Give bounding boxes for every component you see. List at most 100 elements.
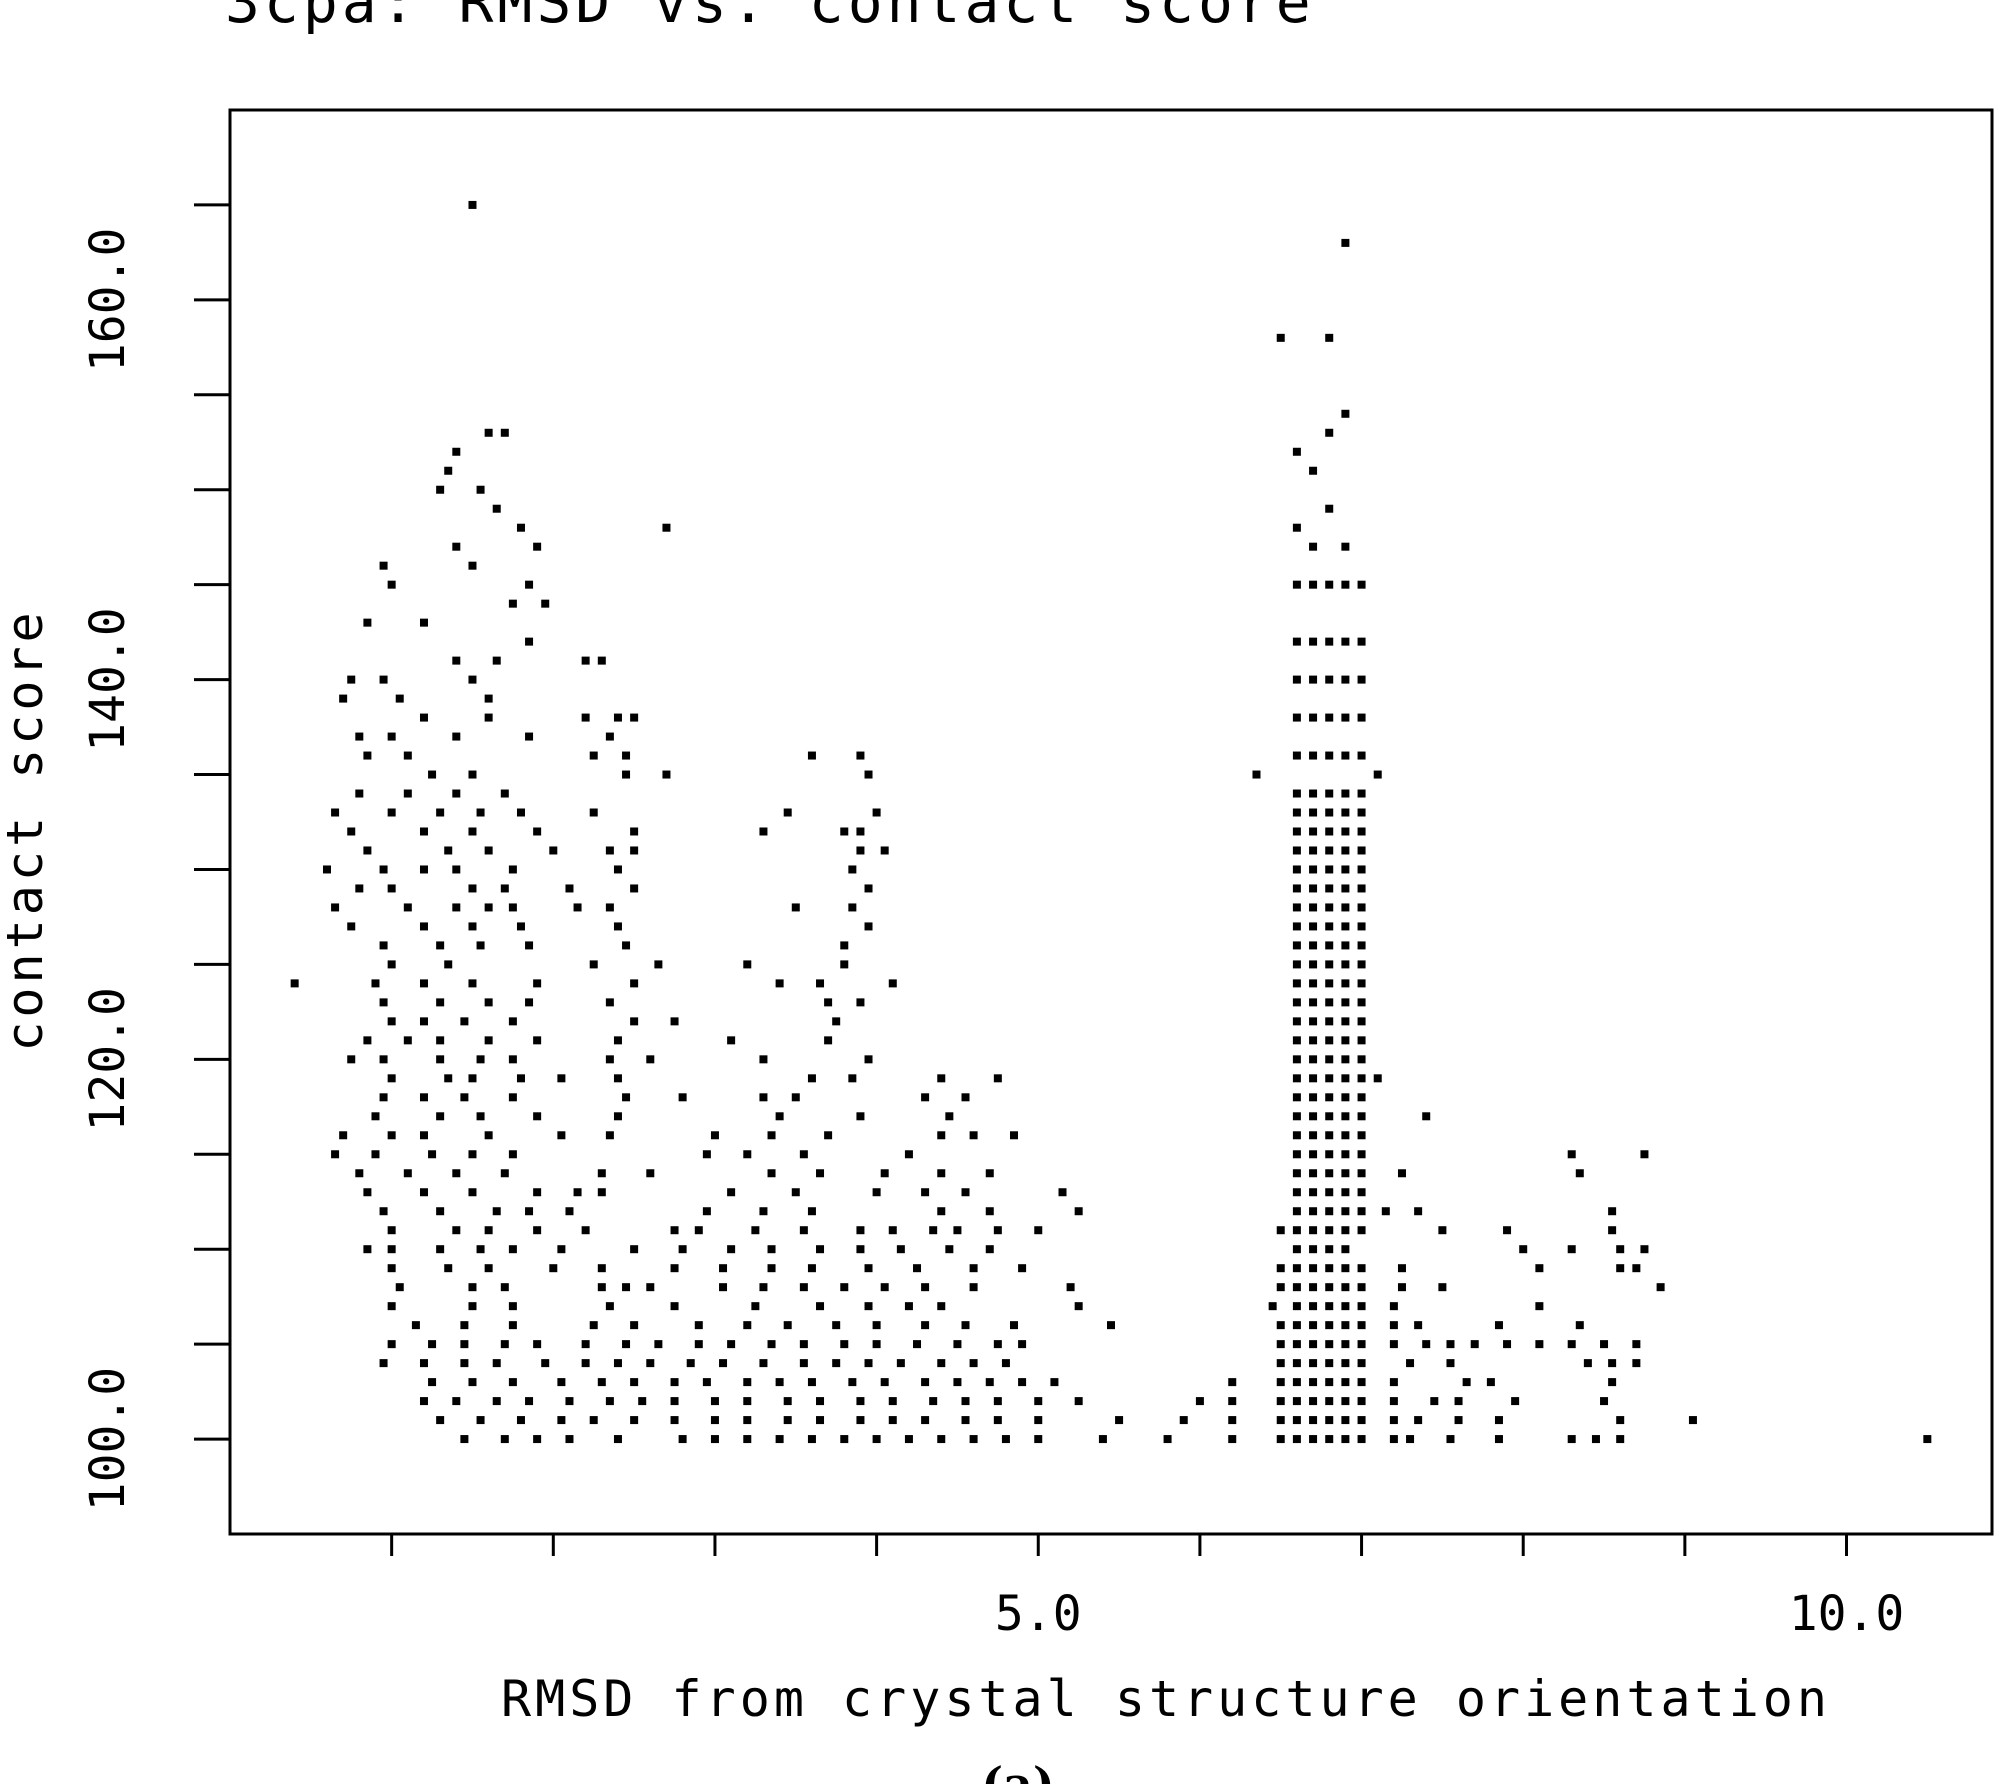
data-point [646, 1359, 655, 1368]
data-point [904, 1435, 913, 1444]
data-point [767, 1131, 776, 1140]
data-point [1325, 333, 1334, 342]
data-point [468, 675, 477, 684]
data-point [1341, 1359, 1350, 1368]
data-point [589, 960, 598, 969]
data-point [347, 922, 356, 931]
data-point [1325, 504, 1334, 513]
data-point [557, 1074, 566, 1083]
data-point [1309, 1017, 1318, 1026]
data-point [476, 1055, 485, 1064]
data-point [1357, 846, 1366, 855]
data-point [1276, 1416, 1285, 1425]
data-point [1341, 941, 1350, 950]
data-point [460, 1321, 469, 1330]
data-point [1292, 1378, 1301, 1387]
data-point [622, 751, 631, 760]
data-point [856, 1226, 865, 1235]
data-point [888, 979, 897, 988]
data-point [1292, 1093, 1301, 1102]
data-point [1438, 1283, 1447, 1292]
data-point [1688, 1416, 1697, 1425]
data-point [1341, 409, 1350, 418]
data-point [1357, 1302, 1366, 1311]
data-point [1567, 1340, 1576, 1349]
data-point [864, 922, 873, 931]
data-point [1575, 1169, 1584, 1178]
data-point [371, 1112, 380, 1121]
data-point [1292, 1017, 1301, 1026]
data-point [1309, 1397, 1318, 1406]
data-point [791, 903, 800, 912]
data-point [1325, 903, 1334, 912]
data-point [896, 1245, 905, 1254]
data-point [428, 1378, 437, 1387]
data-point [622, 770, 631, 779]
data-point [969, 1264, 978, 1273]
data-point [848, 903, 857, 912]
data-point [743, 1397, 752, 1406]
data-point [622, 941, 631, 950]
data-point [1341, 827, 1350, 836]
data-point [387, 1340, 396, 1349]
data-point [1446, 1435, 1455, 1444]
data-point [1341, 1378, 1350, 1387]
data-point [880, 1283, 889, 1292]
data-point [1163, 1435, 1172, 1444]
data-point [807, 1435, 816, 1444]
data-point [1357, 1093, 1366, 1102]
data-point [937, 1131, 946, 1140]
data-point [654, 960, 663, 969]
data-point [1325, 1017, 1334, 1026]
data-point [1309, 903, 1318, 912]
data-point [1397, 1264, 1406, 1273]
data-point [541, 1359, 550, 1368]
data-point [1373, 770, 1382, 779]
data-point [969, 1283, 978, 1292]
data-point [468, 200, 477, 209]
data-point [1616, 1245, 1625, 1254]
data-point [1325, 865, 1334, 874]
data-point [1486, 1378, 1495, 1387]
data-point [1325, 808, 1334, 817]
data-point [500, 1435, 509, 1444]
data-point [824, 1131, 833, 1140]
data-point [1470, 1340, 1479, 1349]
data-point [525, 1207, 534, 1216]
data-point [1357, 827, 1366, 836]
data-point [856, 1397, 865, 1406]
data-point [387, 1245, 396, 1254]
data-point [751, 1226, 760, 1235]
data-point [1341, 1302, 1350, 1311]
data-point [880, 1169, 889, 1178]
data-point [929, 1226, 938, 1235]
data-point [476, 1416, 485, 1425]
data-point [710, 1397, 719, 1406]
data-point [1357, 675, 1366, 684]
data-point [1640, 1150, 1649, 1159]
data-point [630, 1416, 639, 1425]
data-point [508, 1093, 517, 1102]
data-point [581, 656, 590, 665]
data-point [387, 1074, 396, 1083]
data-point [347, 827, 356, 836]
data-point [468, 827, 477, 836]
data-point [1454, 1416, 1463, 1425]
data-point [1276, 1264, 1285, 1273]
data-point [1341, 884, 1350, 893]
data-point [1115, 1416, 1124, 1425]
data-point [387, 808, 396, 817]
data-point [1292, 1074, 1301, 1083]
data-point [945, 1245, 954, 1254]
data-point [476, 485, 485, 494]
data-point [468, 561, 477, 570]
data-point [1309, 1378, 1318, 1387]
data-point [1341, 713, 1350, 722]
data-point [840, 960, 849, 969]
data-point [1923, 1435, 1932, 1444]
data-point [1325, 1169, 1334, 1178]
data-point [1341, 1036, 1350, 1045]
data-point [1494, 1321, 1503, 1330]
data-point [1252, 770, 1261, 779]
data-point [468, 884, 477, 893]
